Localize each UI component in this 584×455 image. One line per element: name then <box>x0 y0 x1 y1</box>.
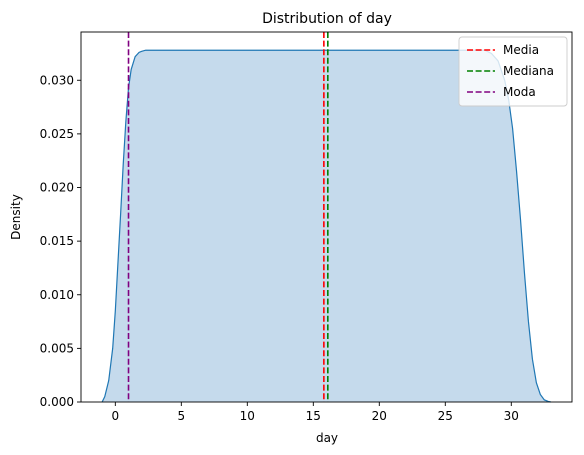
axes-frame <box>80 31 573 403</box>
y-axis-label: Density <box>9 194 23 240</box>
chart-title: Distribution of day <box>262 11 392 27</box>
x-tick-label: 20 <box>372 409 387 423</box>
x-tick-label: 10 <box>240 409 255 423</box>
legend-label-mediana: Mediana <box>503 64 554 78</box>
density-line <box>101 49 552 403</box>
y-tick-label: 0.015 <box>40 234 74 248</box>
y-tick-label: 0.000 <box>40 395 74 409</box>
legend-box <box>458 36 568 107</box>
y-tick-label: 0.010 <box>40 288 74 302</box>
x-tick-label: 5 <box>177 409 185 423</box>
x-tick-label: 25 <box>438 409 453 423</box>
y-tick-label: 0.020 <box>40 181 74 195</box>
y-tick-label: 0.005 <box>40 341 74 355</box>
legend: Media Mediana Moda <box>458 36 568 107</box>
x-tick-label: 0 <box>111 409 119 423</box>
legend-label-media: Media <box>503 43 539 57</box>
x-axis-label: day <box>316 431 338 445</box>
legend-label-moda: Moda <box>503 85 536 99</box>
y-tick-label: 0.025 <box>40 127 74 141</box>
y-tick-label: 0.030 <box>40 73 74 87</box>
x-tick-label: 15 <box>306 409 321 423</box>
x-tick-label: 30 <box>504 409 519 423</box>
plot-area: 0 5 10 15 20 25 30 0.000 0.005 0.010 0.015 0.020 0.0… <box>40 31 573 423</box>
density-fill <box>102 50 551 402</box>
